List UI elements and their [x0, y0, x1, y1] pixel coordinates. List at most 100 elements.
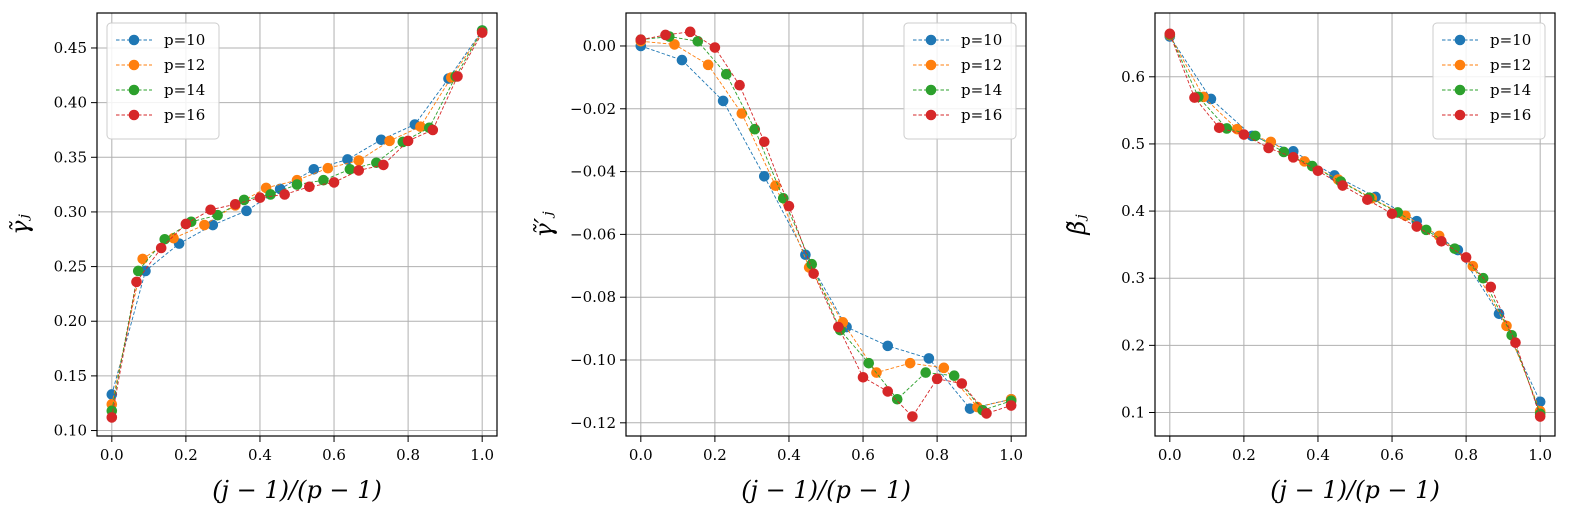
- data-point: [863, 357, 875, 369]
- x-tick-label: 1.0: [999, 446, 1023, 464]
- y-tick-label: 0.1: [1121, 404, 1145, 422]
- y-axis-label: γ̃ⱼ: [6, 214, 34, 235]
- data-point: [402, 135, 414, 147]
- data-point: [1278, 146, 1290, 158]
- data-point: [808, 268, 819, 279]
- legend-marker: [1454, 109, 1466, 121]
- data-point: [1534, 411, 1546, 422]
- data-point: [384, 135, 395, 147]
- data-point: [279, 189, 290, 200]
- legend-marker: [925, 84, 937, 96]
- x-axis-label: (j − 1)/(p − 1): [741, 476, 911, 504]
- legend-item: p=16: [116, 106, 205, 124]
- data-point: [375, 134, 387, 146]
- data-point: [1449, 243, 1461, 254]
- y-tick-label: 0.5: [1121, 135, 1145, 153]
- data-point: [948, 370, 960, 382]
- legend-marker: [925, 59, 937, 71]
- series-line: [1169, 36, 1541, 402]
- data-point: [304, 181, 315, 193]
- y-tick-label: −0.06: [570, 225, 616, 243]
- legend-item: p=14: [116, 81, 205, 99]
- data-point: [882, 340, 894, 352]
- y-tick-label: 0.20: [54, 312, 87, 330]
- x-tick-label: 1.0: [1528, 446, 1552, 464]
- series-p=16: [106, 27, 488, 423]
- legend-label: p=10: [961, 31, 1002, 49]
- data-point: [328, 177, 340, 188]
- x-tick-label: 0.8: [1454, 446, 1478, 464]
- legend: p=10 p=12 p=14 p=16: [106, 22, 220, 140]
- legend: p=10 p=12 p=14 p=16: [903, 22, 1017, 140]
- data-point: [378, 159, 389, 171]
- data-point: [717, 95, 729, 107]
- data-point: [353, 155, 365, 166]
- grid: [626, 13, 1026, 436]
- x-tick-label: 0.6: [851, 446, 875, 464]
- x-tick-label: 0.8: [925, 446, 949, 464]
- data-point: [938, 362, 950, 374]
- data-point: [308, 164, 320, 175]
- data-point: [684, 26, 696, 38]
- y-tick-label: 0.10: [54, 422, 87, 440]
- data-point: [238, 194, 250, 206]
- x-tick-label: 0.0: [1158, 446, 1182, 464]
- series-p=16: [1164, 28, 1546, 422]
- data-point: [956, 378, 968, 389]
- data-point: [857, 371, 869, 383]
- data-point: [1386, 208, 1398, 220]
- data-point: [920, 367, 932, 378]
- y-tick-label: 0.35: [54, 148, 87, 166]
- subplot-1: 0.0 0.2 0.4 0.6 0.8 1.0(j − 1)/(p − 1) 0.10 0.1…: [6, 12, 498, 504]
- data-point: [207, 219, 219, 231]
- x-tick-label: 0.2: [703, 446, 727, 464]
- axes-frame: [1154, 12, 1556, 437]
- data-point: [155, 242, 167, 254]
- y-axis: 0.00 −0.02 −0.04 −0.06 −0.08 −0.10 −0.12 γ̃′ⱼ: [530, 37, 626, 432]
- data-point: [1485, 281, 1497, 293]
- data-point: [907, 411, 918, 422]
- data-point: [1420, 224, 1432, 236]
- legend-marker: [128, 109, 140, 121]
- subplot-3: 0.0 0.2 0.4 0.6 0.8 1.0(j − 1)/(p − 1)0.10.20…: [1063, 12, 1556, 504]
- data-point: [635, 34, 647, 45]
- y-tick-label: 0.40: [54, 94, 87, 112]
- y-tick-label: 0.45: [54, 39, 87, 57]
- data-point: [923, 353, 935, 364]
- legend-label: p=16: [1490, 106, 1531, 124]
- legend-marker: [128, 59, 140, 71]
- x-tick-label: 0.0: [100, 446, 124, 464]
- legend-label: p=12: [961, 56, 1002, 74]
- legend-label: p=14: [164, 81, 205, 99]
- data-point: [1238, 129, 1250, 140]
- y-tick-label: 0.30: [54, 203, 87, 221]
- data-point: [415, 121, 426, 132]
- data-point: [1534, 396, 1546, 408]
- data-point: [168, 232, 179, 244]
- x-axis: 0.0 0.2 0.4 0.6 0.8 1.0 (j − 1)/(p − 1): [629, 436, 1023, 504]
- data-point: [254, 192, 266, 204]
- data-point: [1510, 337, 1521, 348]
- series-line: [111, 30, 483, 411]
- legend-item: p=12: [1442, 56, 1531, 74]
- data-point: [132, 265, 144, 277]
- x-tick-label: 1.0: [470, 446, 494, 464]
- data-point: [702, 59, 714, 71]
- data-point: [1436, 235, 1447, 247]
- data-point: [931, 373, 943, 385]
- data-point: [749, 123, 761, 135]
- legend-label: p=16: [961, 106, 1002, 124]
- x-axis: 0.0 0.2 0.4 0.6 0.8 1.0 (j − 1)/(p − 1): [1158, 436, 1552, 504]
- data-point: [476, 27, 488, 38]
- x-tick-label: 0.4: [777, 446, 801, 464]
- data-point: [229, 198, 241, 210]
- x-tick-label: 0.0: [629, 446, 653, 464]
- x-axis: 0.0 0.2 0.4 0.6 0.8 1.0 (j − 1)/(p − 1): [100, 436, 494, 504]
- x-tick-label: 0.6: [1380, 446, 1404, 464]
- y-tick-label: 0.15: [54, 367, 87, 385]
- legend-label: p=10: [164, 31, 205, 49]
- data-point: [106, 412, 118, 423]
- data-point: [669, 39, 680, 50]
- data-point: [734, 79, 745, 91]
- data-point: [1337, 180, 1348, 191]
